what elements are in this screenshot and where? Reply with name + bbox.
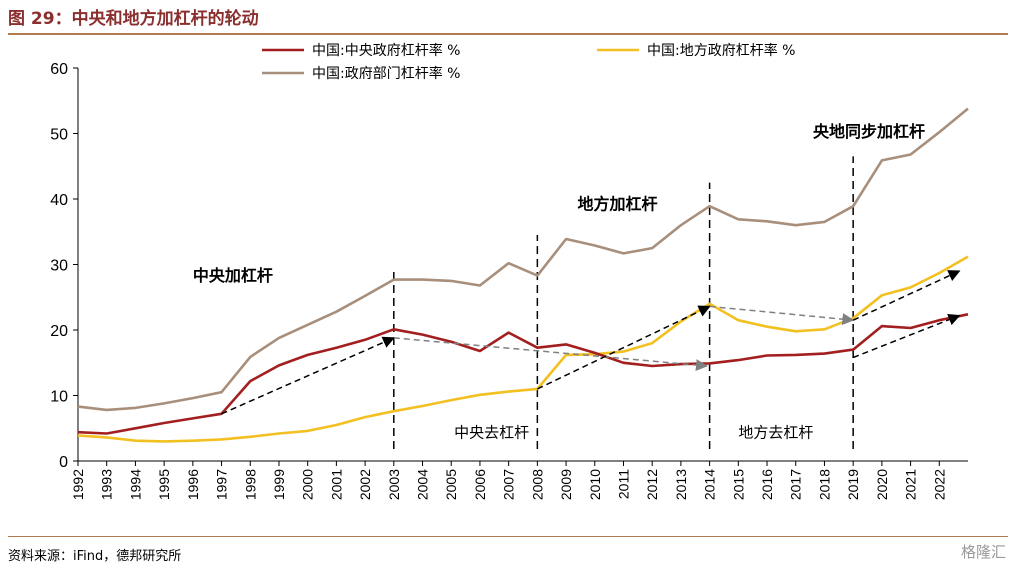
arrows-group — [221, 270, 961, 415]
x-tick-label: 2017 — [788, 469, 804, 500]
x-tick-label: 2021 — [903, 469, 919, 500]
x-tick-label: 2014 — [702, 469, 718, 500]
trend-arrow-4 — [852, 270, 961, 321]
annotation-2: 地方加杠杆 — [578, 194, 658, 213]
x-tick-label: 1995 — [156, 469, 172, 500]
x-tick-label: 2018 — [816, 469, 832, 500]
trend-arrow-2 — [537, 305, 711, 390]
legend-label-2: 中国:政府部门杠杆率 % — [312, 65, 460, 82]
x-tick-label: 2007 — [501, 469, 517, 500]
annotation-0: 中央加杠杆 — [193, 266, 273, 285]
series-line-0 — [77, 313, 969, 435]
x-tick-label: 2003 — [386, 469, 402, 500]
y-tick-label: 20 — [50, 323, 68, 340]
x-tick-label: 1996 — [185, 469, 201, 500]
series-group — [77, 107, 969, 443]
x-tick-label: 2002 — [357, 469, 373, 500]
x-tick-label: 1998 — [242, 469, 258, 500]
x-tick-label: 1999 — [271, 469, 287, 500]
x-tick-label: 2012 — [644, 469, 660, 500]
annotation-1: 中央去杠杆 — [454, 423, 529, 441]
y-tick-label: 40 — [50, 192, 68, 209]
y-tick-label: 10 — [50, 389, 68, 406]
x-tick-label: 1997 — [214, 469, 230, 500]
x-tick-label: 1994 — [127, 469, 143, 500]
x-tick-label: 2006 — [472, 469, 488, 500]
y-tick-label: 50 — [50, 127, 68, 144]
x-tick-label: 2019 — [845, 469, 861, 500]
bottom-rule — [8, 536, 1008, 537]
x-tick-label: 2020 — [874, 469, 890, 500]
x-tick-label: 1993 — [99, 469, 115, 500]
x-tick-label: 2004 — [415, 469, 431, 500]
x-tick-label: 2010 — [587, 469, 603, 500]
x-tick-label: 2001 — [328, 469, 344, 500]
watermark: 格隆汇 — [960, 543, 1006, 561]
annotation-3: 地方去杠杆 — [738, 423, 813, 441]
legend-label-1: 中国:地方政府杠杆率 % — [647, 42, 795, 59]
y-tick-label: 0 — [59, 454, 68, 471]
y-tick-label: 60 — [50, 61, 68, 78]
top-rule — [8, 33, 1008, 35]
x-tick-label: 2009 — [558, 469, 574, 500]
x-tick-label: 2005 — [443, 469, 459, 500]
x-tick-label: 2011 — [615, 469, 631, 499]
source-note: 资料来源：iFind，德邦研究所 — [8, 549, 182, 564]
x-tick-label: 1992 — [70, 469, 86, 500]
y-tick-label: 30 — [50, 258, 68, 275]
series-line-1 — [77, 255, 969, 443]
trend-arrow-0 — [221, 336, 395, 415]
legend-label-0: 中国:中央政府杠杆率 % — [312, 42, 460, 59]
trend-arrow-3 — [709, 305, 855, 326]
legend: 中国:中央政府杠杆率 % 中国:地方政府杠杆率 % 中国:政府部门杠杆率 % — [262, 42, 795, 82]
figure-title: 图 29：中央和地方加杠杆的轮动 — [8, 9, 259, 29]
x-tick-label: 2016 — [759, 469, 775, 500]
x-tick-label: 2008 — [529, 469, 545, 500]
x-tick-label: 2013 — [673, 469, 689, 500]
x-tick-label: 2000 — [300, 469, 316, 500]
x-tick-label: 2015 — [730, 469, 746, 500]
annotation-4: 央地同步加杠杆 — [813, 122, 925, 141]
x-tick-label: 2022 — [931, 469, 947, 500]
series-line-2 — [77, 107, 969, 412]
axes: 0 10 20 30 40 50 60 1992 1993 1994 1995 1996 1997 199… — [50, 61, 968, 500]
trend-arrow-1 — [393, 337, 708, 372]
trend-arrow-5 — [852, 313, 961, 359]
